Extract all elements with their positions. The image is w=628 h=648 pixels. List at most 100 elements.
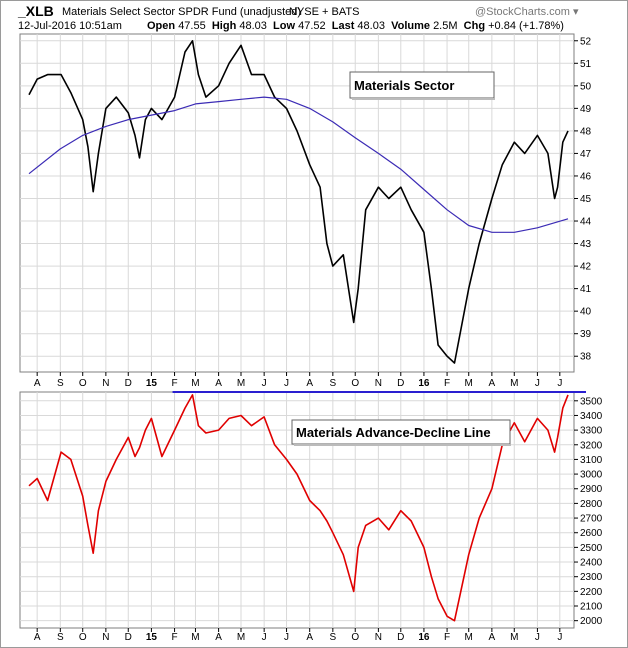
x-tick-label: A	[215, 632, 222, 643]
x-tick-label: 16	[418, 632, 430, 643]
x-tick-label: A	[215, 378, 222, 389]
x-tick-label: F	[171, 378, 177, 389]
annotation-label: Materials Advance-Decline Line	[296, 425, 491, 440]
y-tick-label: 2600	[580, 528, 603, 539]
y-tick-label: 2400	[580, 558, 603, 569]
quote-date: 12-Jul-2016 10:51am	[18, 20, 122, 32]
annotation-label: Materials Sector	[354, 78, 454, 93]
fund-name: Materials Select Sector SPDR Fund (unadj…	[62, 6, 302, 18]
x-tick-label: J	[284, 632, 289, 643]
ticker-symbol: _XLB	[18, 3, 54, 19]
last-label: Last	[331, 20, 355, 32]
x-tick-label: J	[557, 632, 562, 643]
y-tick-label: 2700	[580, 514, 603, 525]
x-tick-label: M	[237, 632, 245, 643]
y-tick-label: 2300	[580, 572, 603, 583]
y-tick-label: 3400	[580, 411, 603, 422]
x-tick-label: J	[284, 378, 289, 389]
x-tick-label: M	[465, 632, 473, 643]
y-tick-label: 3000	[580, 470, 603, 481]
x-tick-label: N	[102, 378, 109, 389]
x-tick-label: S	[330, 378, 337, 389]
x-tick-label: S	[57, 632, 64, 643]
x-tick-label: J	[262, 632, 267, 643]
volume-label: Volume	[391, 20, 430, 32]
x-tick-label: A	[34, 378, 41, 389]
x-tick-label: J	[535, 378, 540, 389]
open-value: 47.55	[178, 20, 206, 32]
x-tick-label: D	[397, 632, 404, 643]
last-value: 48.03	[357, 20, 385, 32]
low-label: Low	[273, 20, 296, 32]
y-tick-label: 51	[580, 59, 592, 70]
chg-value: +0.84 (+1.78%)	[488, 20, 564, 32]
x-tick-label: M	[510, 632, 518, 643]
y-tick-label: 40	[580, 307, 592, 318]
open-label: Open	[147, 20, 176, 32]
x-tick-label: A	[34, 632, 41, 643]
high-value: 48.03	[239, 20, 267, 32]
x-tick-label: M	[510, 378, 518, 389]
x-tick-label: D	[125, 378, 132, 389]
x-tick-label: M	[237, 378, 245, 389]
y-tick-label: 2100	[580, 602, 603, 613]
x-tick-label: M	[191, 632, 199, 643]
series-line-price	[28, 39, 569, 364]
x-tick-label: O	[79, 378, 87, 389]
y-tick-label: 49	[580, 104, 592, 115]
y-tick-label: 43	[580, 239, 592, 250]
annotation-box	[349, 71, 495, 99]
y-tick-label: 46	[580, 171, 592, 182]
y-tick-label: 2800	[580, 499, 603, 510]
series-line-moving-average	[28, 96, 569, 233]
y-tick-label: 2200	[580, 587, 603, 598]
y-tick-label: 38	[580, 352, 592, 363]
low-value: 47.52	[298, 20, 326, 32]
chg-label: Chg	[463, 20, 486, 32]
x-tick-label: D	[125, 632, 132, 643]
x-tick-label: 16	[418, 378, 430, 389]
high-label: High	[211, 20, 237, 32]
quote-summary: Open 47.55 High 48.03 Low 47.52 Last 48.…	[147, 20, 564, 32]
y-tick-label: 44	[580, 217, 592, 228]
x-tick-label: J	[535, 632, 540, 643]
x-tick-label: S	[330, 632, 337, 643]
exchange-label: NYSE + BATS	[289, 6, 360, 18]
x-tick-label: N	[375, 632, 382, 643]
y-tick-label: 3500	[580, 396, 603, 407]
x-tick-label: 15	[146, 632, 158, 643]
x-tick-label: M	[191, 378, 199, 389]
x-tick-label: A	[306, 632, 313, 643]
series-line-advance-decline	[28, 394, 569, 622]
x-tick-label: D	[397, 378, 404, 389]
y-tick-label: 47	[580, 149, 592, 160]
x-tick-label: N	[375, 378, 382, 389]
y-tick-label: 42	[580, 262, 592, 273]
chevron-down-icon: ▾	[572, 6, 579, 18]
y-tick-label: 2500	[580, 543, 603, 554]
x-tick-label: M	[465, 378, 473, 389]
x-tick-label: F	[171, 632, 177, 643]
y-tick-label: 2900	[580, 484, 603, 495]
x-tick-label: O	[351, 378, 359, 389]
x-tick-label: J	[262, 378, 267, 389]
y-tick-label: 39	[580, 329, 592, 340]
x-tick-label: A	[306, 378, 313, 389]
x-tick-label: A	[489, 632, 496, 643]
source-label: @StockCharts.com	[475, 6, 570, 18]
y-tick-label: 3200	[580, 440, 603, 451]
y-tick-label: 50	[580, 81, 592, 92]
volume-value: 2.5M	[433, 20, 458, 32]
y-tick-label: 45	[580, 194, 592, 205]
x-tick-label: 15	[146, 378, 158, 389]
y-tick-label: 52	[580, 36, 592, 47]
y-tick-label: 41	[580, 284, 592, 295]
source-watermark[interactable]: @StockCharts.com ▾	[475, 5, 579, 18]
x-tick-label: A	[489, 378, 496, 389]
y-tick-label: 48	[580, 126, 592, 137]
x-tick-label: S	[57, 378, 64, 389]
x-tick-label: J	[557, 378, 562, 389]
y-tick-label: 3300	[580, 426, 603, 437]
x-tick-label: O	[351, 632, 359, 643]
